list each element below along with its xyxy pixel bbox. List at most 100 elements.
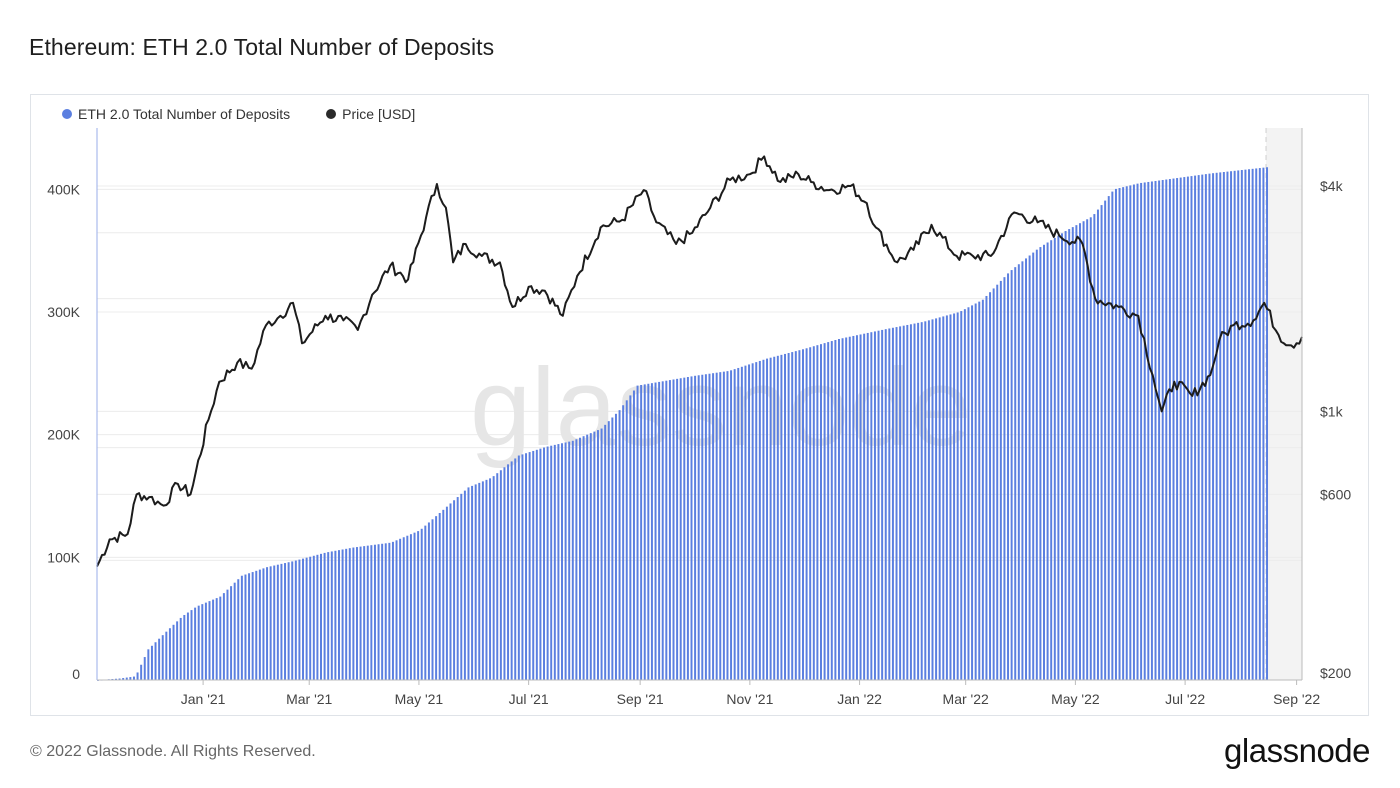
deposit-bar	[244, 574, 247, 680]
x-tick-label: Jan '21	[181, 691, 226, 707]
deposit-bar	[607, 421, 610, 680]
deposit-bar	[1154, 180, 1157, 681]
deposit-bar	[172, 624, 175, 680]
deposit-bar	[1111, 191, 1114, 680]
deposit-bar	[629, 395, 632, 680]
deposit-bar	[690, 376, 693, 680]
deposit-bar	[927, 320, 930, 680]
deposit-bar	[517, 455, 520, 680]
deposit-bar	[967, 307, 970, 680]
deposit-bar	[913, 323, 916, 680]
deposit-bar	[1017, 264, 1020, 680]
deposit-bar	[327, 552, 330, 680]
deposit-bar	[1025, 258, 1028, 680]
deposit-bar	[449, 503, 452, 680]
deposit-bar	[798, 350, 801, 680]
deposit-bar	[363, 546, 366, 680]
price-line	[96, 155, 1303, 567]
deposit-bar	[492, 476, 495, 680]
deposit-bar	[532, 450, 535, 680]
deposit-bar	[1032, 252, 1035, 680]
deposit-bar	[179, 617, 182, 680]
deposit-bar	[650, 383, 653, 680]
deposit-bar	[176, 621, 179, 680]
deposit-bar	[1093, 214, 1096, 680]
deposit-bar	[269, 566, 272, 680]
deposit-bar	[136, 672, 139, 680]
deposit-bar	[802, 349, 804, 680]
left-tick-label: 100K	[47, 549, 80, 565]
deposit-bar	[827, 342, 830, 680]
x-tick-label: Mar '22	[943, 691, 989, 707]
deposit-bar	[546, 446, 549, 680]
glassnode-logo[interactable]: glassnode	[1224, 732, 1370, 769]
deposit-bar	[899, 326, 902, 680]
deposit-bar	[276, 564, 279, 680]
deposit-bar	[463, 490, 466, 680]
deposit-bar	[715, 372, 718, 680]
deposit-bar	[262, 568, 265, 680]
deposit-bar	[377, 544, 380, 680]
deposit-bar	[942, 316, 945, 680]
deposit-bar	[248, 573, 251, 680]
deposit-bar	[1208, 173, 1211, 680]
deposit-bar	[1150, 181, 1153, 681]
deposit-bar	[978, 301, 981, 680]
deposit-bar	[334, 550, 337, 680]
deposit-bar	[474, 484, 477, 680]
deposit-bar	[1086, 219, 1089, 680]
deposit-bar	[1222, 172, 1225, 680]
deposit-bar	[1161, 180, 1164, 680]
future-shade	[1266, 128, 1302, 680]
deposit-bar	[114, 678, 117, 680]
deposit-bar	[373, 544, 376, 680]
deposit-bar	[510, 461, 513, 680]
deposit-bar	[582, 436, 585, 680]
deposit-bar	[744, 365, 747, 680]
deposit-bar	[830, 341, 833, 680]
deposit-bar	[740, 366, 743, 680]
deposit-bar	[575, 439, 578, 680]
deposit-bar	[1212, 173, 1215, 680]
deposit-bar	[1147, 181, 1150, 680]
deposit-bar	[960, 311, 963, 680]
deposit-bar	[1122, 187, 1125, 680]
legend-item-price[interactable]: Price [USD]	[326, 106, 415, 122]
deposit-bar	[1039, 247, 1042, 680]
deposit-bar	[561, 443, 563, 680]
deposit-bar	[204, 602, 207, 680]
deposit-bar	[719, 372, 722, 680]
x-tick-label: Sep '22	[1273, 691, 1320, 707]
deposit-bar	[974, 303, 977, 680]
deposit-bar	[1075, 225, 1078, 680]
deposit-bar	[694, 375, 697, 680]
deposit-bar	[643, 384, 646, 680]
deposit-bar	[1262, 167, 1265, 680]
deposit-bar	[507, 464, 510, 680]
deposit-bar	[1201, 174, 1204, 681]
deposit-bar	[834, 340, 837, 680]
deposit-bar	[920, 322, 923, 680]
deposit-bar	[381, 543, 384, 680]
deposit-bar	[1165, 179, 1168, 680]
deposit-bar	[1258, 168, 1261, 681]
deposit-bar	[769, 357, 772, 680]
deposit-bar	[1061, 233, 1063, 680]
deposit-bar	[1046, 242, 1049, 681]
deposit-bar	[237, 579, 240, 680]
legend-item-deposits[interactable]: ETH 2.0 Total Number of Deposits	[62, 106, 290, 122]
deposit-bar	[1071, 227, 1074, 681]
deposit-bar	[1176, 178, 1179, 681]
deposit-bar	[208, 601, 211, 680]
deposit-bar	[305, 557, 308, 680]
deposit-bar	[194, 607, 197, 680]
deposit-bar	[726, 371, 729, 680]
deposit-bar	[417, 531, 420, 680]
deposit-bar	[1078, 223, 1081, 680]
legend-dot-price	[326, 109, 337, 119]
deposit-bar	[1068, 229, 1071, 680]
deposit-bar	[1089, 217, 1092, 681]
deposit-bar	[780, 354, 783, 680]
deposit-bar	[1226, 171, 1229, 681]
